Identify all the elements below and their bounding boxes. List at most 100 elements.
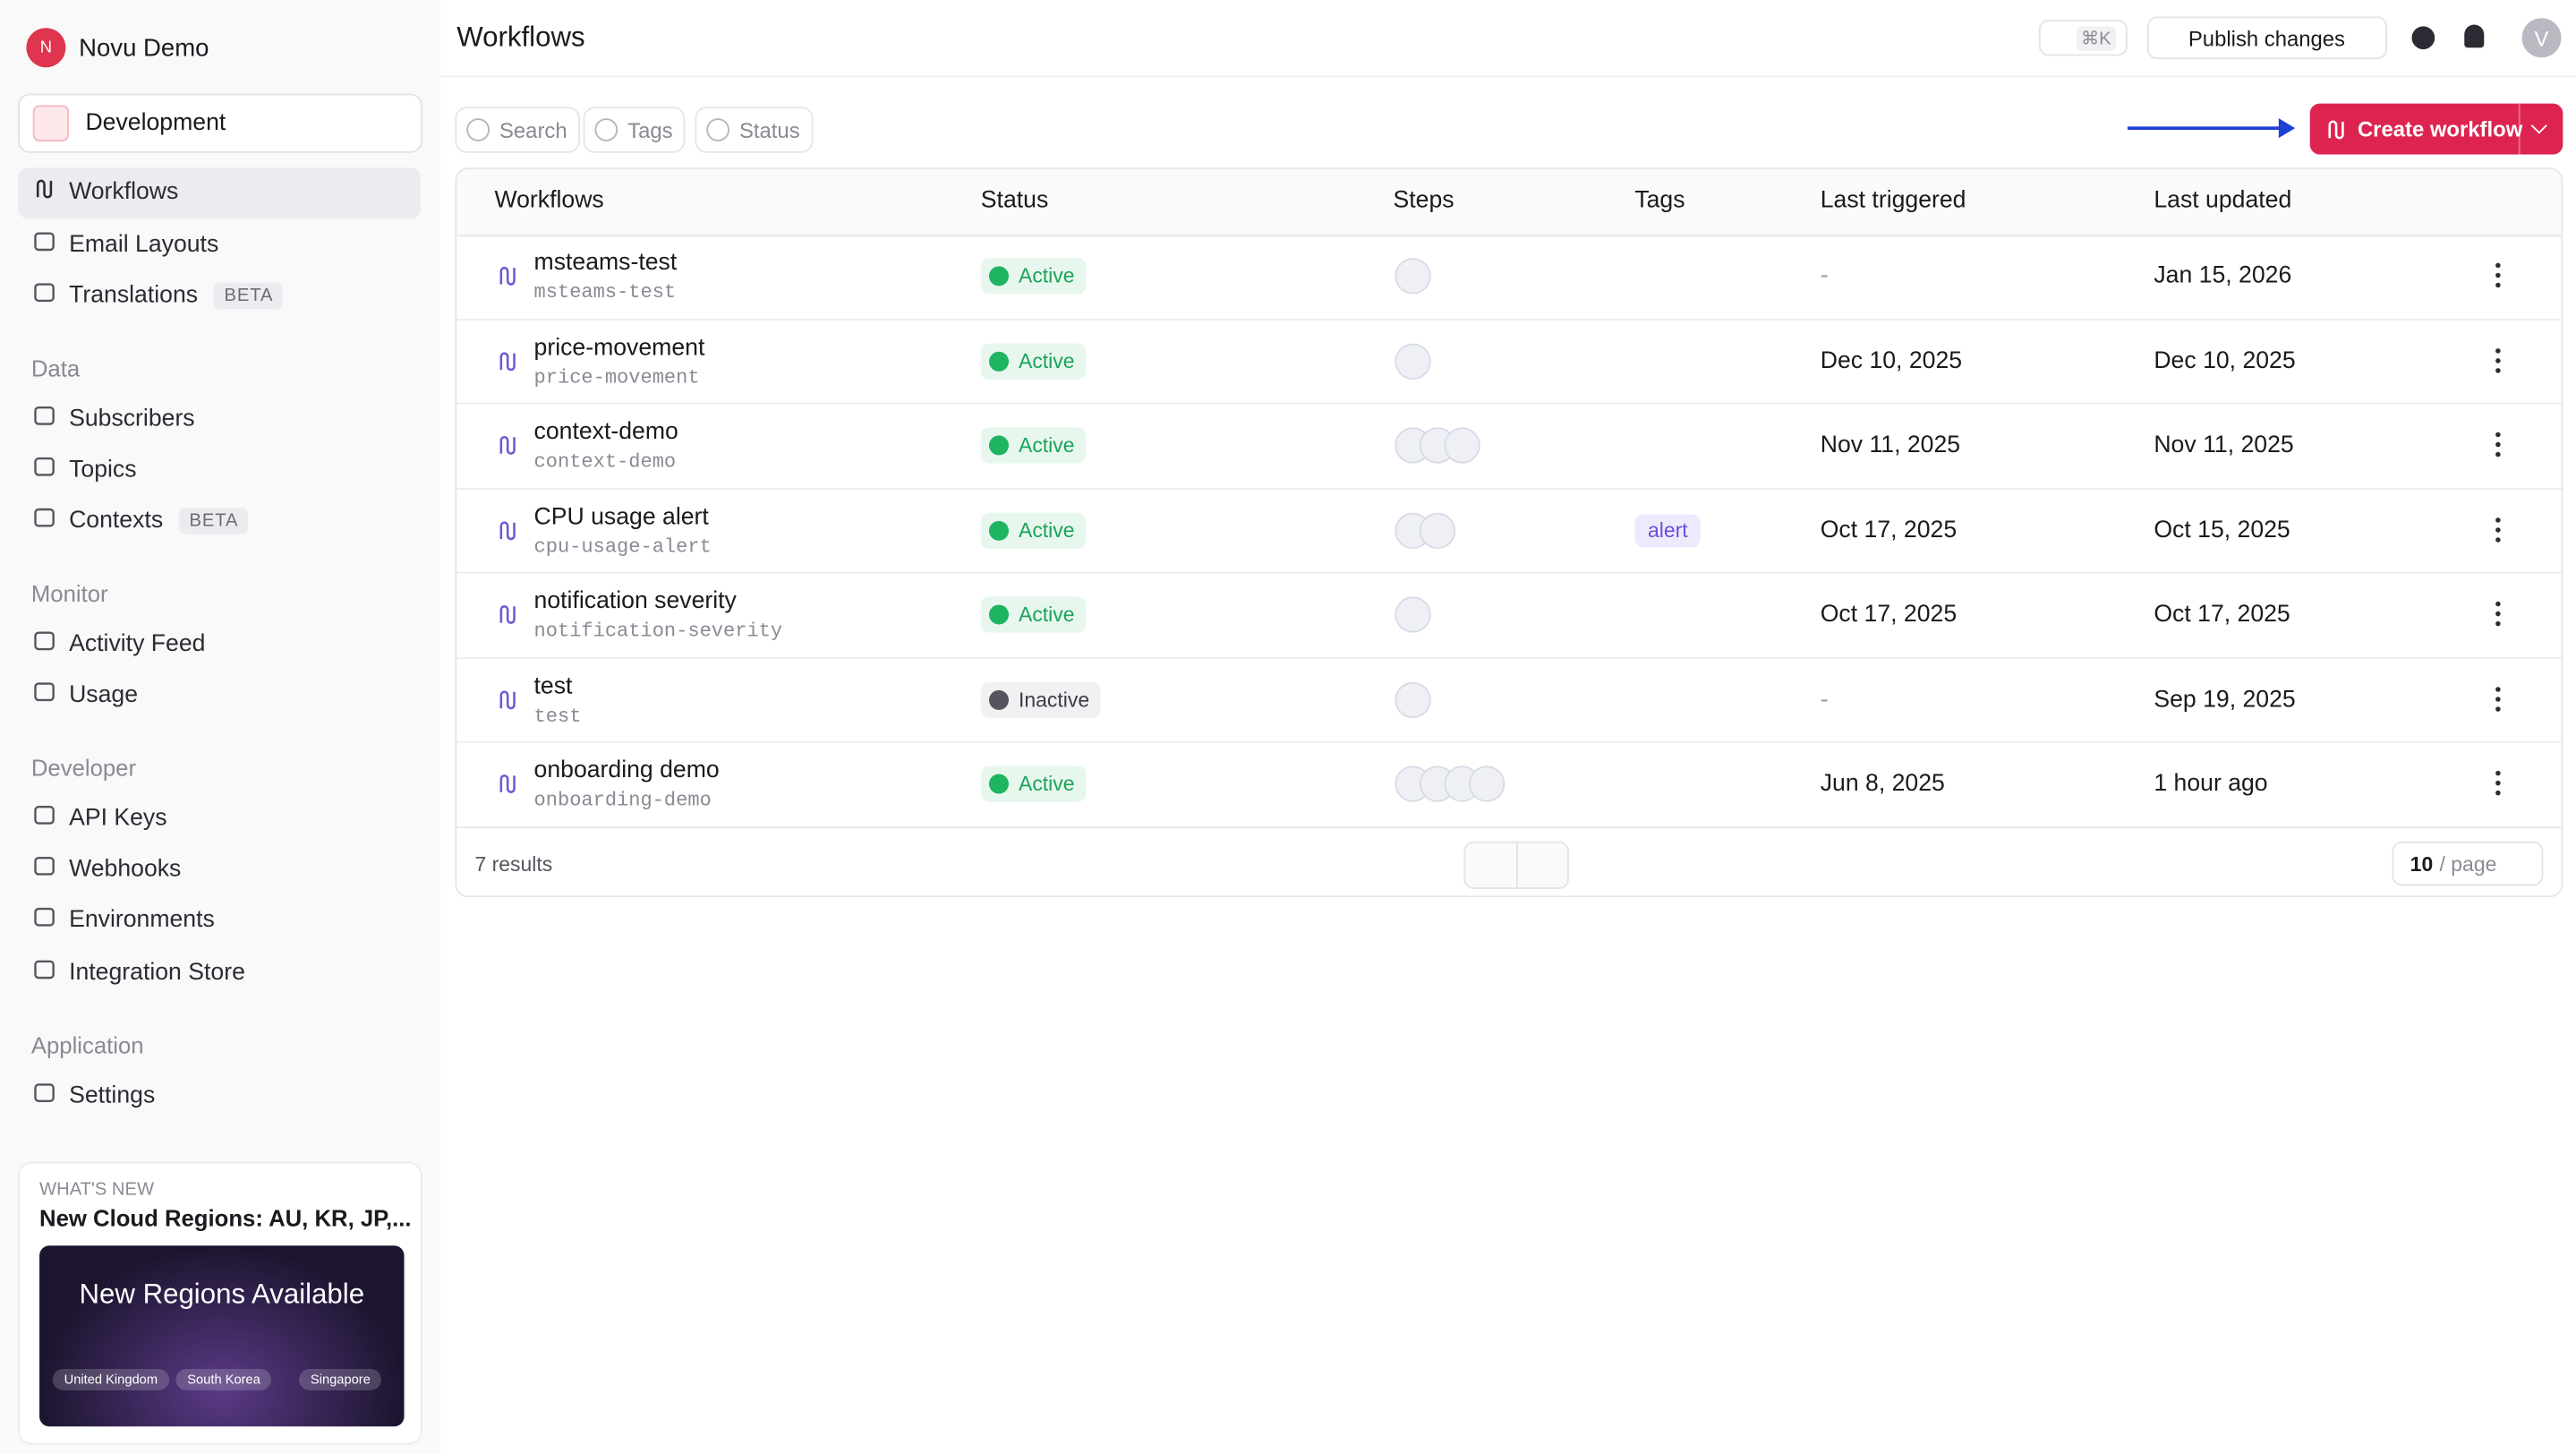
column-label: Status bbox=[980, 187, 1049, 214]
nav-label: Subscribers bbox=[69, 406, 195, 432]
per-page-suffix: / page bbox=[2439, 851, 2497, 876]
row-menu[interactable] bbox=[2494, 432, 2501, 458]
icon bbox=[18, 455, 69, 484]
sidebar: N Novu Demo Development Workflows Email Layo… bbox=[0, 0, 440, 1454]
nav-label: Contexts bbox=[69, 508, 164, 535]
workflow-name: test bbox=[533, 672, 573, 700]
step-icon bbox=[1395, 596, 1431, 633]
publish-button[interactable]: Publish changes bbox=[2146, 16, 2387, 60]
row-menu[interactable] bbox=[2494, 770, 2501, 797]
dot bbox=[2495, 347, 2501, 353]
filter-label: Status bbox=[738, 117, 800, 142]
status-badge: Active bbox=[980, 765, 1087, 802]
status-dot bbox=[988, 435, 1009, 456]
column-header[interactable]: Last updated bbox=[2154, 187, 2301, 213]
environment-switcher[interactable]: Development bbox=[18, 93, 422, 153]
status-badge: Active bbox=[980, 511, 1087, 549]
dot bbox=[2495, 790, 2501, 796]
nav-item[interactable]: Subscribers bbox=[18, 394, 421, 445]
table-row[interactable]: price-movement price-movement Active Dec 10… bbox=[456, 320, 2562, 405]
table-row[interactable]: test test Inactive - Sep 19, 2025 bbox=[456, 658, 2562, 743]
dot bbox=[2495, 517, 2501, 522]
status-badge: Inactive bbox=[980, 680, 1101, 718]
step-icon bbox=[1395, 258, 1431, 295]
icon bbox=[18, 905, 69, 935]
nav-item[interactable]: Environments bbox=[18, 894, 421, 945]
help-icon[interactable] bbox=[2411, 26, 2435, 50]
workflow-name: onboarding demo bbox=[533, 757, 720, 784]
status-label: Active bbox=[1019, 518, 1075, 542]
nav-label: Integration Store bbox=[69, 959, 245, 987]
row-menu[interactable] bbox=[2494, 517, 2501, 543]
dot bbox=[2495, 601, 2501, 607]
workflow-name: context-demo bbox=[533, 419, 678, 446]
create-workflow-button[interactable]: Create workflow bbox=[2309, 103, 2563, 155]
column-label: Last updated bbox=[2154, 187, 2292, 214]
icon bbox=[18, 854, 69, 884]
nav-item[interactable]: Settings bbox=[18, 1071, 421, 1122]
last-triggered: Dec 10, 2025 bbox=[1820, 347, 1963, 374]
nav-label: API Keys bbox=[69, 805, 167, 832]
chevron bbox=[2530, 117, 2547, 134]
table-row[interactable]: msteams-test msteams-test Active - Jan 15, 2… bbox=[456, 235, 2562, 321]
dot bbox=[2495, 780, 2501, 786]
nav-label: Webhooks bbox=[69, 856, 182, 883]
nav-item[interactable]: API Keys bbox=[18, 793, 421, 844]
org-switcher[interactable]: N Novu Demo bbox=[26, 28, 209, 68]
icon bbox=[496, 349, 519, 372]
table-row[interactable]: CPU usage alert cpu-usage-alert Active aler… bbox=[456, 489, 2562, 574]
workflow-id: price-movement bbox=[533, 365, 700, 389]
per-page: 10 bbox=[2410, 851, 2434, 876]
column-header[interactable]: Workflows bbox=[494, 187, 613, 213]
search-shortcut[interactable]: ⌘K bbox=[2038, 20, 2128, 56]
row-menu[interactable] bbox=[2494, 262, 2501, 289]
icon bbox=[18, 629, 69, 659]
dot bbox=[2495, 451, 2501, 458]
pagination[interactable] bbox=[1463, 841, 1569, 890]
nav-item[interactable]: Activity Feed bbox=[18, 619, 421, 670]
column-header: Tags bbox=[1634, 187, 1685, 213]
nav-label: Translations bbox=[69, 282, 199, 310]
filter-button[interactable]: Status bbox=[695, 107, 814, 153]
table-row[interactable]: notification severity notification-severi… bbox=[456, 574, 2562, 659]
nav-item[interactable]: Email Layouts bbox=[18, 219, 421, 270]
nav-item[interactable]: Workflows bbox=[18, 167, 421, 218]
nav-item[interactable]: Topics bbox=[18, 445, 421, 496]
nav-item[interactable]: Usage bbox=[18, 670, 421, 721]
table-row[interactable]: onboarding demo onboarding-demo Active Jun … bbox=[456, 743, 2561, 828]
column-header: Steps bbox=[1394, 187, 1454, 213]
icon bbox=[18, 506, 69, 535]
icon bbox=[18, 680, 69, 710]
dot bbox=[2495, 611, 2501, 617]
nav-item[interactable]: Translations BETA bbox=[18, 270, 421, 321]
filter-label: Search bbox=[499, 117, 567, 142]
bell-icon[interactable] bbox=[2464, 24, 2485, 48]
last-triggered: - bbox=[1820, 262, 1829, 290]
table-row[interactable]: context-demo context-demo Active Nov 11, 20… bbox=[456, 405, 2562, 490]
user-avatar[interactable]: V bbox=[2521, 18, 2562, 58]
row-menu[interactable] bbox=[2494, 347, 2501, 373]
filter-button[interactable]: Search bbox=[455, 107, 581, 153]
row-menu[interactable] bbox=[2494, 686, 2501, 712]
nav-item[interactable]: Contexts BETA bbox=[18, 495, 421, 546]
per-page-select[interactable]: 10/ page bbox=[2392, 841, 2544, 886]
icon bbox=[18, 230, 69, 260]
nav-item[interactable]: Integration Store bbox=[18, 947, 421, 998]
dot bbox=[2495, 706, 2501, 711]
icon bbox=[496, 434, 519, 458]
status-dot bbox=[988, 774, 1009, 794]
column-header[interactable]: Last triggered bbox=[1821, 187, 1976, 213]
nav-item[interactable]: Webhooks bbox=[18, 844, 421, 895]
whats-new-card[interactable]: WHAT'S NEW New Cloud Regions: AU, KR, JP,… bbox=[18, 1161, 422, 1445]
last-triggered: Oct 17, 2025 bbox=[1820, 601, 1958, 629]
dot bbox=[2495, 432, 2501, 438]
column-label: Workflows bbox=[494, 187, 604, 214]
status-badge: Active bbox=[980, 427, 1087, 464]
step-icon bbox=[1468, 765, 1506, 802]
filter-button[interactable]: Tags bbox=[583, 107, 687, 153]
plus-circle bbox=[466, 118, 490, 141]
row-menu[interactable] bbox=[2494, 601, 2501, 628]
last-triggered: Oct 17, 2025 bbox=[1820, 517, 1958, 543]
badge: BETA bbox=[179, 508, 249, 535]
